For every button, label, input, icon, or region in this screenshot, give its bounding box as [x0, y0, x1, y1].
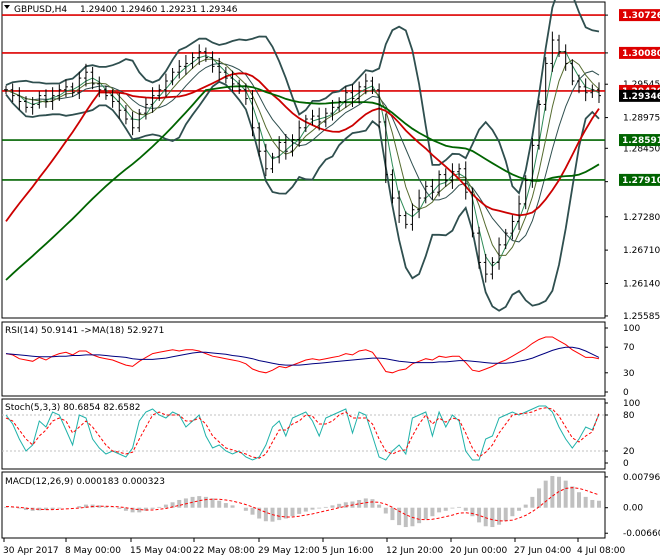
dropdown-triangle-icon[interactable] — [4, 5, 10, 9]
stoch-main-line — [5, 405, 600, 461]
macd-pane[interactable] — [4, 476, 601, 528]
level-price-label: 1.27910 — [622, 176, 660, 186]
macd-signal-line — [5, 487, 600, 522]
stoch-label: Stoch(5,3,3) 80.6854 82.6582 — [5, 403, 140, 413]
level-price-label: 1.30080 — [622, 49, 660, 59]
last-price-box — [619, 89, 660, 102]
price-axis-tick-label: 1.28450 — [623, 144, 660, 154]
rsi-axis-tick-label: 30 — [623, 369, 635, 379]
ma-fast-line — [5, 72, 600, 222]
bollinger-middle-band — [5, 62, 600, 243]
level-price-box — [619, 46, 660, 59]
stochastic-pane[interactable] — [2, 405, 605, 461]
time-axis-tick-label: 5 Jun 16:00 — [322, 546, 374, 556]
main-pane-frame — [1, 1, 606, 319]
medium-moving-average — [5, 58, 600, 256]
time-axis-tick-label: 30 Apr 2017 — [3, 546, 59, 556]
time-axis-tick-label: 12 Jun 20:00 — [386, 546, 443, 556]
level-price-box — [619, 134, 660, 147]
macd-pane-frame — [1, 471, 606, 539]
price-axis-tick-label: 1.26710 — [623, 246, 660, 256]
rsi-axis-tick-label: 0 — [623, 388, 629, 398]
rsi-ma-line — [5, 346, 600, 366]
price-axis-tick-label: 1.27280 — [623, 213, 660, 223]
last-price-label: 1.29346 — [622, 92, 660, 102]
time-axis-tick-label: 22 May 08:00 — [193, 546, 255, 556]
short-moving-average — [5, 51, 600, 268]
rsi-axis-tick-label: 70 — [623, 343, 635, 353]
rsi-line — [5, 336, 600, 374]
ma-slow-line — [5, 85, 600, 281]
level-price-box — [619, 9, 660, 22]
time-axis-tick-label: 29 May 12:00 — [258, 546, 320, 556]
stoch-signal-line — [5, 407, 600, 459]
ohlc-label: 1.29400 1.29460 1.29231 1.29346 — [80, 5, 238, 15]
time-axis-tick-label: 20 Jun 00:00 — [450, 546, 507, 556]
symbol-label: GBPUSD,H4 — [14, 5, 67, 15]
macd-axis-tick-label: 0.007961 — [623, 473, 660, 483]
bollinger-lower-band — [5, 80, 600, 312]
price-axis-tick-label: 1.28975 — [623, 114, 660, 124]
level-price-label: 1.28591 — [622, 136, 660, 146]
macd-axis-tick-label: 0.00 — [623, 504, 643, 514]
stoch-axis-tick-label: 80 — [623, 411, 635, 421]
macd-label: MACD(12,26,9) 0.000183 0.000323 — [5, 477, 165, 487]
stoch-axis-tick-label: 0 — [623, 459, 629, 469]
rsi-axis-tick-label: 100 — [623, 324, 640, 334]
stoch-pane-frame — [1, 398, 606, 470]
stoch-axis-tick-label: 100 — [623, 399, 640, 409]
stoch-axis-tick-label: 20 — [623, 447, 635, 457]
time-axis-tick-label: 4 Jul 08:00 — [577, 546, 626, 556]
header: GBPUSD,H4 1.29400 1.29460 1.29231 1.2934… — [4, 5, 238, 15]
price-axis-tick-label: 1.26140 — [623, 279, 660, 289]
level-price-label: 1.30726 — [622, 11, 660, 21]
time-axis-tick-label: 8 May 00:00 — [65, 546, 121, 556]
time-axis-tick-label: 15 May 04:00 — [130, 546, 192, 556]
time-axis-tick-label: 27 Jun 04:00 — [514, 546, 571, 556]
rsi-pane[interactable] — [5, 336, 600, 374]
bollinger-upper-band — [5, 0, 600, 195]
price-axis-tick-label: 1.25585 — [623, 312, 660, 322]
price-pane[interactable] — [2, 0, 605, 312]
macd-axis-tick-label: -0.006601 — [623, 529, 660, 539]
level-price-box — [619, 173, 660, 186]
rsi-pane-frame — [1, 321, 606, 397]
rsi-label: RSI(14) 50.9141 ->MA(18) 52.9271 — [5, 326, 164, 336]
